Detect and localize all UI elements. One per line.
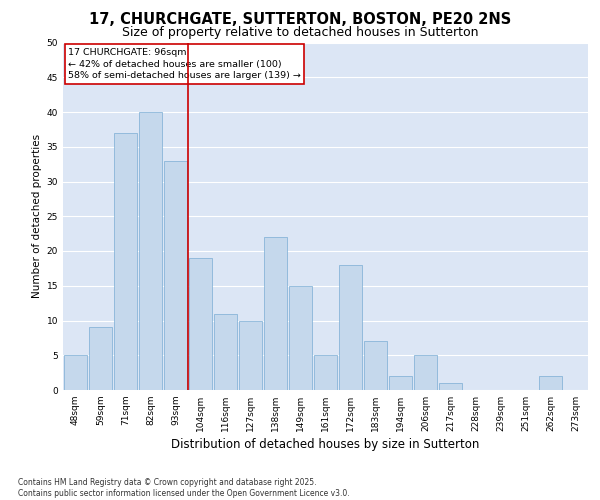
Bar — [114, 133, 137, 390]
Text: Size of property relative to detached houses in Sutterton: Size of property relative to detached ho… — [122, 26, 478, 39]
X-axis label: Distribution of detached houses by size in Sutterton: Distribution of detached houses by size … — [172, 438, 479, 451]
Bar — [164, 160, 187, 390]
Bar — [214, 314, 237, 390]
Bar — [289, 286, 312, 390]
Bar — [64, 355, 87, 390]
Bar — [189, 258, 212, 390]
Text: 17 CHURCHGATE: 96sqm
← 42% of detached houses are smaller (100)
58% of semi-deta: 17 CHURCHGATE: 96sqm ← 42% of detached h… — [68, 48, 301, 80]
Bar — [314, 355, 337, 390]
Text: 17, CHURCHGATE, SUTTERTON, BOSTON, PE20 2NS: 17, CHURCHGATE, SUTTERTON, BOSTON, PE20 … — [89, 12, 511, 28]
Bar — [439, 383, 462, 390]
Bar — [389, 376, 412, 390]
Y-axis label: Number of detached properties: Number of detached properties — [32, 134, 43, 298]
Bar — [264, 237, 287, 390]
Bar — [239, 320, 262, 390]
Bar — [364, 342, 387, 390]
Bar — [139, 112, 162, 390]
Bar — [339, 265, 362, 390]
Text: Contains HM Land Registry data © Crown copyright and database right 2025.
Contai: Contains HM Land Registry data © Crown c… — [18, 478, 350, 498]
Bar — [89, 328, 112, 390]
Bar — [539, 376, 562, 390]
Bar — [414, 355, 437, 390]
